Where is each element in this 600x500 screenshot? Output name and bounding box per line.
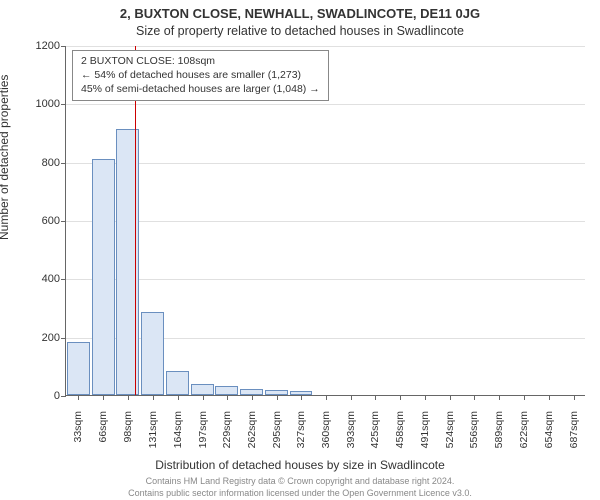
xtick-label: 262sqm bbox=[246, 407, 258, 448]
xtick-label: 327sqm bbox=[295, 407, 307, 448]
annotation-box: 2 BUXTON CLOSE: 108sqm ← 54% of detached… bbox=[72, 50, 329, 101]
xtick-mark bbox=[574, 395, 575, 400]
xtick-label: 654sqm bbox=[543, 407, 555, 448]
xtick-mark bbox=[474, 395, 475, 400]
xtick-label: 425sqm bbox=[369, 407, 381, 448]
xtick-label: 295sqm bbox=[271, 407, 283, 448]
xtick-mark bbox=[78, 395, 79, 400]
xtick-mark bbox=[227, 395, 228, 400]
y-axis-label: Number of detached properties bbox=[0, 75, 11, 240]
ytick-label: 0 bbox=[54, 390, 66, 402]
xtick-label: 491sqm bbox=[419, 407, 431, 448]
gridline-h bbox=[66, 279, 585, 280]
xtick-label: 229sqm bbox=[221, 407, 233, 448]
xtick-mark bbox=[450, 395, 451, 400]
xtick-label: 524sqm bbox=[444, 407, 456, 448]
footer-line-2: Contains public sector information licen… bbox=[0, 488, 600, 498]
xtick-label: 687sqm bbox=[568, 407, 580, 448]
xtick-mark bbox=[326, 395, 327, 400]
xtick-mark bbox=[425, 395, 426, 400]
xtick-label: 393sqm bbox=[345, 407, 357, 448]
xtick-mark bbox=[128, 395, 129, 400]
xtick-label: 33sqm bbox=[72, 407, 84, 443]
xtick-mark bbox=[277, 395, 278, 400]
ytick-label: 200 bbox=[42, 332, 66, 344]
gridline-h bbox=[66, 221, 585, 222]
ytick-label: 800 bbox=[42, 157, 66, 169]
xtick-mark bbox=[375, 395, 376, 400]
ytick-label: 1200 bbox=[36, 40, 66, 52]
xtick-label: 556sqm bbox=[468, 407, 480, 448]
chart-container: 2, BUXTON CLOSE, NEWHALL, SWADLINCOTE, D… bbox=[0, 0, 600, 500]
xtick-mark bbox=[301, 395, 302, 400]
xtick-label: 589sqm bbox=[493, 407, 505, 448]
histogram-bar bbox=[191, 384, 214, 395]
histogram-bar bbox=[92, 159, 115, 395]
xtick-mark bbox=[103, 395, 104, 400]
xtick-mark bbox=[499, 395, 500, 400]
xtick-label: 98sqm bbox=[122, 407, 134, 443]
xtick-label: 164sqm bbox=[172, 407, 184, 448]
xtick-label: 66sqm bbox=[97, 407, 109, 443]
histogram-bar bbox=[215, 386, 238, 395]
xtick-mark bbox=[178, 395, 179, 400]
xtick-mark bbox=[400, 395, 401, 400]
gridline-h bbox=[66, 104, 585, 105]
annotation-line: ← 54% of detached houses are smaller (1,… bbox=[81, 68, 320, 82]
xtick-label: 131sqm bbox=[147, 407, 159, 448]
xtick-mark bbox=[524, 395, 525, 400]
histogram-bar bbox=[141, 312, 164, 395]
gridline-h bbox=[66, 163, 585, 164]
xtick-mark bbox=[153, 395, 154, 400]
chart-title-main: 2, BUXTON CLOSE, NEWHALL, SWADLINCOTE, D… bbox=[0, 6, 600, 21]
xtick-label: 197sqm bbox=[197, 407, 209, 448]
ytick-label: 1000 bbox=[36, 98, 66, 110]
annotation-line: 45% of semi-detached houses are larger (… bbox=[81, 82, 320, 96]
xtick-mark bbox=[203, 395, 204, 400]
ytick-label: 600 bbox=[42, 215, 66, 227]
ytick-label: 400 bbox=[42, 273, 66, 285]
xtick-label: 622sqm bbox=[518, 407, 530, 448]
histogram-bar bbox=[67, 342, 90, 395]
xtick-label: 458sqm bbox=[394, 407, 406, 448]
x-axis-label: Distribution of detached houses by size … bbox=[0, 458, 600, 472]
xtick-mark bbox=[252, 395, 253, 400]
xtick-mark bbox=[549, 395, 550, 400]
histogram-bar bbox=[166, 371, 189, 395]
xtick-label: 360sqm bbox=[320, 407, 332, 448]
footer-line-1: Contains HM Land Registry data © Crown c… bbox=[0, 476, 600, 486]
gridline-h bbox=[66, 46, 585, 47]
xtick-mark bbox=[351, 395, 352, 400]
chart-title-sub: Size of property relative to detached ho… bbox=[0, 24, 600, 38]
annotation-line: 2 BUXTON CLOSE: 108sqm bbox=[81, 54, 320, 68]
